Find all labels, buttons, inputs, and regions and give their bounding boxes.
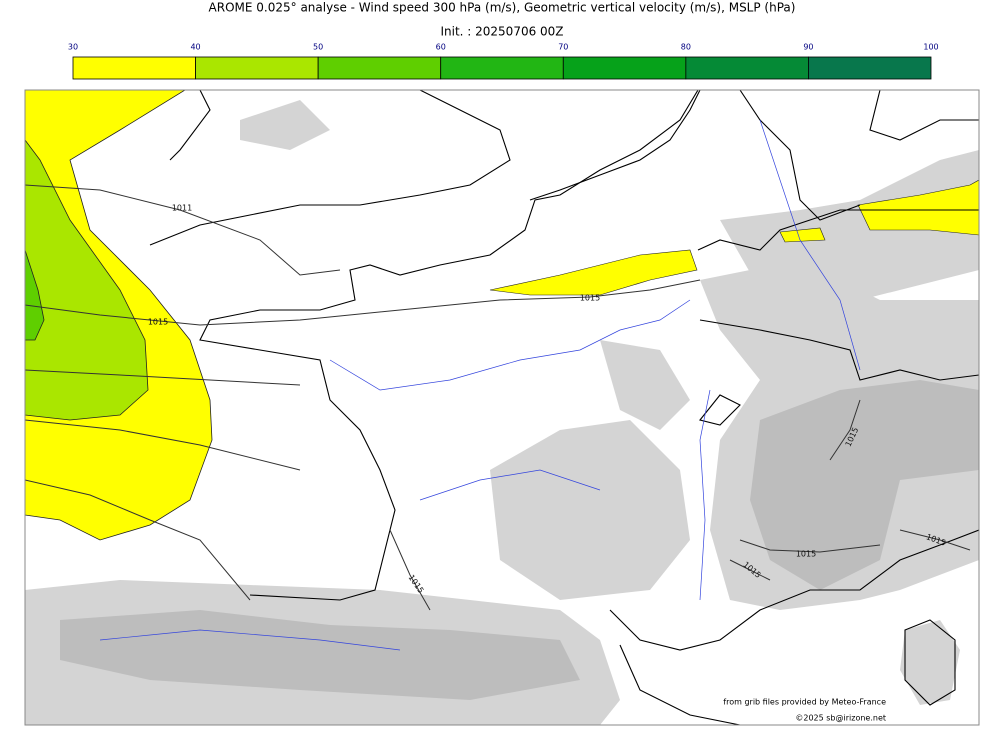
colorbar-segment <box>440 56 564 80</box>
colorbar-tick-label: 100 <box>923 43 938 52</box>
isobar-label: 1015 <box>580 294 600 303</box>
credit-source: from grib files provided by Meteo-France <box>723 698 886 707</box>
colorbar-segment <box>317 56 442 80</box>
colorbar: 30 40 50 60 70 80 90 100 <box>68 43 939 80</box>
colorbar-tick-label: 50 <box>313 43 323 52</box>
isobar-label: 1015 <box>148 318 168 327</box>
colorbar-tick-label: 40 <box>190 43 200 52</box>
map <box>25 90 979 725</box>
colorbar-tick-label: 80 <box>681 43 691 52</box>
isobar-label: 1015 <box>796 550 816 559</box>
colorbar-segment <box>685 56 809 80</box>
colorbar-segment <box>195 56 319 80</box>
colorbar-tick-label: 30 <box>68 43 78 52</box>
isobar-label: 1011 <box>172 204 192 213</box>
colorbar-segment <box>562 56 687 80</box>
colorbar-segment <box>808 56 932 80</box>
colorbar-tick-label: 60 <box>436 43 446 52</box>
colorbar-segment <box>72 56 196 80</box>
credit-author: ©2025 sb@irizone.net <box>795 714 886 723</box>
map-frame <box>24 89 980 726</box>
colorbar-tick-label: 70 <box>558 43 568 52</box>
colorbar-tick-label: 90 <box>803 43 813 52</box>
title: AROME 0.025° analyse - Wind speed 300 hP… <box>209 1 796 15</box>
subtitle: Init. : 20250706 00Z <box>440 25 563 39</box>
